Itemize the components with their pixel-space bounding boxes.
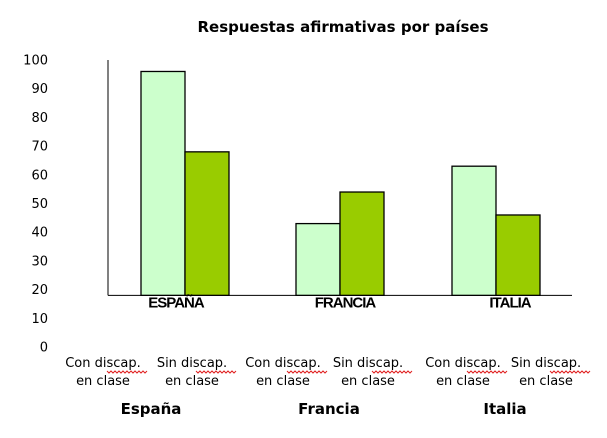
sub-label-line: Con discap. (65, 356, 141, 371)
category-label-bottom: Francia (298, 400, 360, 418)
y-tick-label: 80 (31, 111, 48, 126)
y-tick-label: 60 (31, 168, 48, 183)
sub-label-line: Con discap. (245, 356, 321, 371)
category-label-bottom: Italia (483, 400, 526, 418)
category-labels-inner: ESPAÑA FRANCIA ITALIA (148, 293, 532, 311)
sub-label-line: Sin discap. (333, 356, 403, 371)
y-tick-label: 70 (31, 140, 48, 155)
bars (140, 70, 541, 296)
category-label-inner: FRANCIA (315, 294, 377, 311)
y-tick-label: 50 (31, 197, 48, 212)
bar (451, 165, 497, 296)
sub-label-line: Sin discap. (157, 356, 227, 371)
spellcheck-squiggle (549, 370, 591, 374)
category-labels-bottom: España Francia Italia (121, 400, 527, 418)
bar (495, 214, 541, 296)
spellcheck-squiggle (286, 370, 328, 374)
sub-label-line: en clase (76, 374, 130, 389)
bar (339, 191, 385, 296)
y-axis-ticks: 0 10 20 30 40 50 60 70 80 90 100 (23, 54, 48, 356)
chart-title: Respuestas afirmativas por países (197, 18, 488, 36)
y-tick-label: 40 (31, 226, 48, 241)
category-label-inner: ITALIA (489, 294, 531, 311)
bar (140, 70, 186, 296)
spellcheck-squiggle (195, 370, 237, 374)
sub-label-line: Con discap. (425, 356, 501, 371)
spellcheck-squiggle (106, 370, 148, 374)
sub-label-line: Sin discap. (511, 356, 581, 371)
y-tick-label: 20 (31, 283, 48, 298)
sub-label-line: en clase (436, 374, 490, 389)
sub-label-line: en clase (341, 374, 395, 389)
y-tick-label: 10 (31, 312, 48, 327)
sub-label-line: en clase (165, 374, 219, 389)
y-tick-label: 90 (31, 82, 48, 97)
spellcheck-squiggle (466, 370, 508, 374)
category-label-inner: ESPAÑA (148, 293, 205, 311)
bar (184, 151, 230, 296)
y-tick-label: 100 (23, 54, 48, 69)
y-tick-label: 30 (31, 254, 48, 269)
bar (295, 222, 341, 296)
spellcheck-squiggle (371, 370, 413, 374)
sub-labels: Con discap. en clase Sin discap. en clase Co… (65, 356, 591, 389)
sub-label-line: en clase (256, 374, 310, 389)
y-tick-label: 0 (40, 341, 48, 356)
category-label-bottom: España (121, 400, 182, 418)
sub-label-line: en clase (519, 374, 573, 389)
